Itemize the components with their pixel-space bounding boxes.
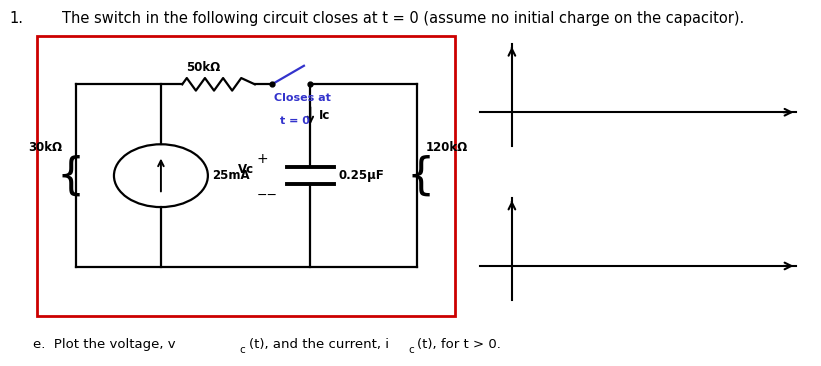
Text: c: c bbox=[409, 345, 415, 355]
Text: 120kΩ: 120kΩ bbox=[425, 141, 468, 154]
Text: 30kΩ: 30kΩ bbox=[29, 141, 62, 154]
Text: (t), for t > 0.: (t), for t > 0. bbox=[417, 338, 501, 351]
Text: −−: −− bbox=[257, 189, 278, 202]
Text: t = 0: t = 0 bbox=[281, 116, 310, 126]
Text: Vc: Vc bbox=[238, 164, 254, 176]
Text: 25mA: 25mA bbox=[212, 169, 250, 182]
Text: +: + bbox=[257, 152, 268, 165]
Bar bbox=[37, 36, 456, 315]
Text: 0.25μF: 0.25μF bbox=[338, 169, 384, 182]
Text: The switch in the following circuit closes at t = 0 (assume no initial charge on: The switch in the following circuit clos… bbox=[62, 11, 744, 26]
Text: (t), and the current, i: (t), and the current, i bbox=[249, 338, 389, 351]
Text: {: { bbox=[406, 154, 434, 197]
Text: c: c bbox=[240, 345, 245, 355]
Text: 50kΩ: 50kΩ bbox=[186, 61, 221, 74]
Text: Ic: Ic bbox=[319, 109, 330, 122]
Text: Closes at: Closes at bbox=[274, 93, 331, 103]
Text: e.  Plot the voltage, v: e. Plot the voltage, v bbox=[33, 338, 176, 351]
Text: {: { bbox=[57, 154, 85, 197]
Text: 1.: 1. bbox=[10, 11, 24, 26]
